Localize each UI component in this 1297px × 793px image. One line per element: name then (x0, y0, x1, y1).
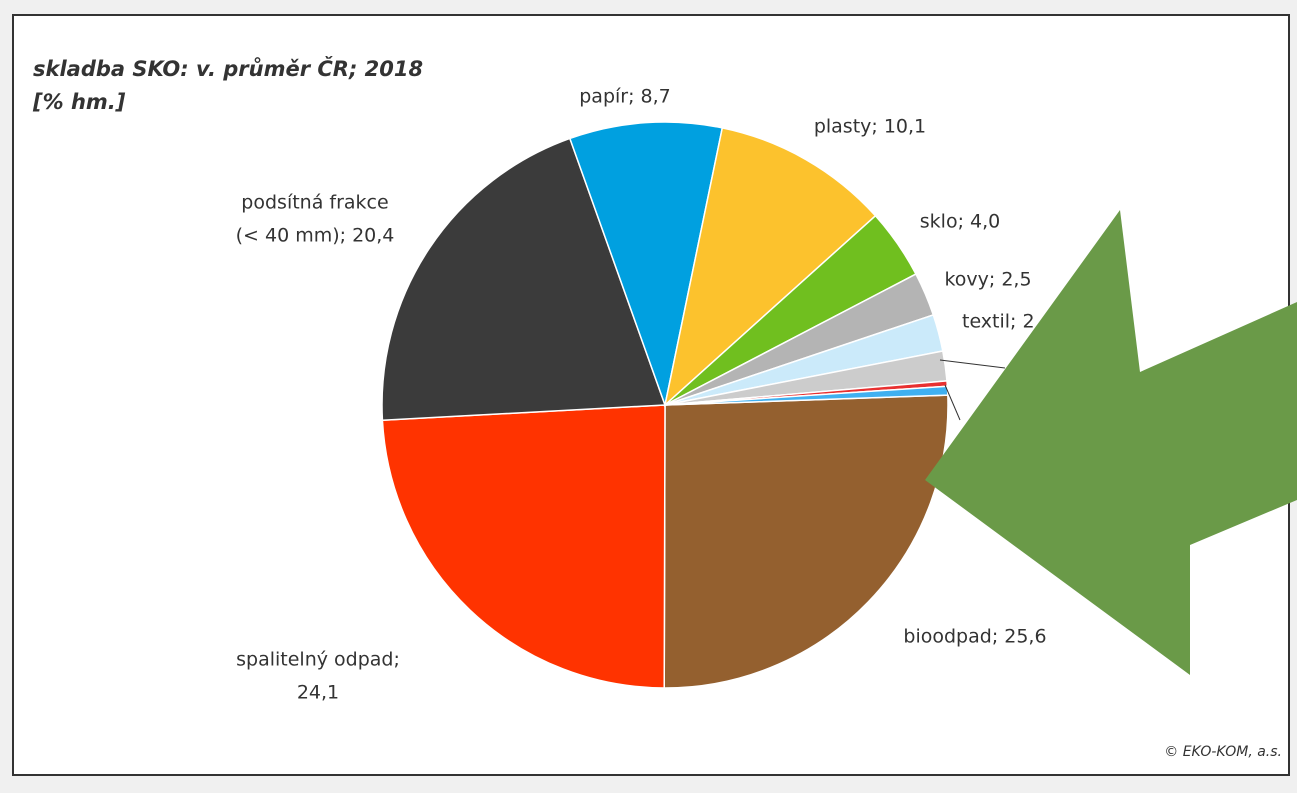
pie-slice (381, 404, 666, 689)
slice-label: kovy; 2,5 (944, 269, 1031, 291)
leader-line (939, 359, 1006, 369)
slice-label: bioodpad; 25,6 (903, 626, 1046, 648)
slice-label: (< 40 mm); 20,4 (236, 225, 395, 247)
pie-slice (663, 126, 877, 408)
slice-label: 24,1 (297, 682, 339, 704)
slice-label: textil; 2 (962, 311, 1035, 333)
chart-title: skladba SKO: v. průměr ČR; 2018 (33, 56, 423, 81)
slice-label: sklo; 4,0 (920, 211, 1000, 233)
credit: © EKO-KOM, a.s. (1164, 744, 1282, 760)
pie (381, 121, 949, 689)
slice-label: plasty; 10,1 (814, 116, 926, 138)
pie-slice (663, 394, 949, 689)
arrow (925, 210, 1297, 675)
slice-label: spalitelný odpad; (236, 649, 400, 671)
slice-label: podsítná frakce (241, 192, 388, 214)
chart-title: [% hm.] (32, 90, 126, 114)
leader-line (944, 384, 961, 421)
pie-slice (568, 121, 724, 408)
slice-label: papír; 8,7 (579, 86, 671, 108)
